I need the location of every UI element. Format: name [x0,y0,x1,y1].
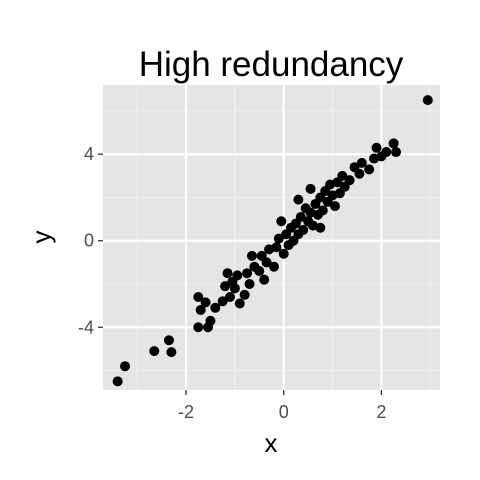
data-point [268,261,279,272]
data-point [354,168,365,179]
data-point [278,248,289,259]
data-point [193,322,204,333]
x-axis-title: x [265,428,278,458]
data-point [356,157,367,168]
data-point [271,242,282,253]
data-point [391,147,402,158]
y-tick-label: 4 [84,144,94,164]
data-point [388,138,399,149]
data-point [193,291,204,302]
data-point [295,211,306,222]
y-axis-title: y [26,231,56,244]
data-point [293,194,304,205]
minor-gridlines [103,85,440,390]
data-point [344,175,355,186]
data-point [298,224,309,235]
data-point [229,283,240,294]
data-point [364,164,375,175]
data-point [317,205,328,216]
data-point [200,297,211,308]
data-point [163,335,174,346]
data-point [234,298,245,309]
data-point [239,289,250,300]
data-point [242,268,253,279]
data-point [166,347,177,358]
data-point [261,257,272,268]
data-point [337,170,348,181]
x-tick-label: 2 [376,402,386,422]
data-points [112,95,433,387]
data-point [149,346,160,357]
data-point [315,222,326,233]
data-point [224,291,235,302]
data-point [305,183,316,194]
data-point [195,304,206,315]
data-point [232,270,243,281]
data-point [246,250,257,261]
data-point [381,147,392,158]
data-point [222,268,233,279]
data-point [329,201,340,212]
y-axis-ticks: -4 0 4 [78,144,103,337]
y-tick-label: 0 [84,231,94,251]
data-point [244,279,255,290]
data-point [422,95,433,106]
data-point [119,361,130,372]
data-point [259,274,270,285]
data-point [371,142,382,153]
y-tick-label: -4 [78,317,94,337]
data-point [112,376,123,387]
chart-title: High redundancy [139,45,404,84]
plot-panel [103,85,440,390]
data-point [273,233,284,244]
data-point [276,216,287,227]
data-point [205,315,216,326]
data-point [217,296,228,307]
x-axis-ticks: -2 0 2 [178,390,386,422]
data-point [254,266,265,277]
data-point [220,281,231,292]
x-tick-label: 0 [279,402,289,422]
x-tick-label: -2 [178,402,194,422]
data-point [210,302,221,313]
